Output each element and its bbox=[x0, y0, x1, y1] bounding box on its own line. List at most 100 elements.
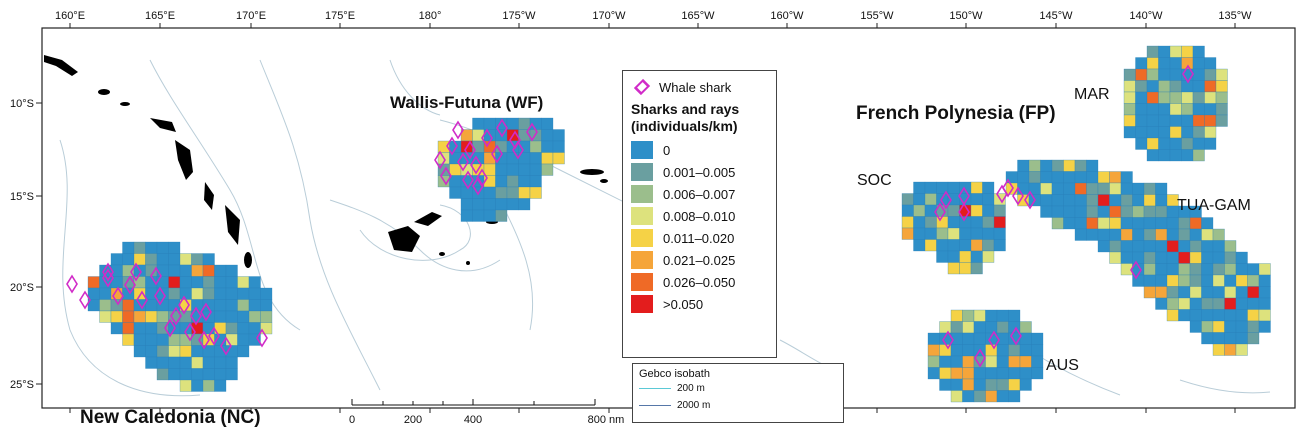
grid-cell bbox=[1224, 343, 1237, 356]
grid-cell bbox=[1063, 217, 1076, 230]
grid-cell bbox=[495, 163, 508, 176]
grid-cell bbox=[1166, 309, 1179, 322]
legend-class-6: 0.026–0.050 bbox=[631, 271, 768, 293]
grid-cell bbox=[179, 368, 192, 381]
whale-shark-marker bbox=[476, 168, 488, 188]
grid-cell bbox=[1031, 332, 1044, 345]
grid-cell bbox=[1123, 80, 1136, 93]
grid-cell bbox=[1212, 274, 1225, 287]
grid-cell bbox=[1051, 205, 1064, 218]
grid-cell bbox=[1135, 126, 1148, 139]
grid-cell bbox=[168, 264, 181, 277]
grid-cell bbox=[168, 253, 181, 266]
isobath-legend: Gebco isobath 200 m 2000 m bbox=[632, 363, 844, 423]
grid-cell bbox=[1155, 240, 1168, 253]
grid-cell bbox=[225, 287, 238, 300]
grid-cell bbox=[1008, 332, 1021, 345]
grid-cell bbox=[1040, 205, 1053, 218]
grid-cell bbox=[1155, 251, 1168, 264]
grid-cell bbox=[982, 181, 995, 194]
grid-cell bbox=[145, 310, 158, 323]
grid-cell bbox=[145, 299, 158, 312]
grid-cell bbox=[947, 216, 960, 229]
grid-cell bbox=[913, 239, 926, 252]
grid-cell bbox=[1189, 297, 1202, 310]
grid-cell bbox=[1224, 332, 1237, 345]
grid-cell bbox=[472, 198, 485, 211]
grid-cell bbox=[1201, 217, 1214, 230]
grid-cell bbox=[1155, 182, 1168, 195]
grid-cell bbox=[1155, 274, 1168, 287]
grid-cell bbox=[225, 368, 238, 381]
whale-shark-marker bbox=[942, 330, 954, 350]
grid-cell bbox=[260, 310, 273, 323]
grid-cell bbox=[191, 287, 204, 300]
legend-class-label-3: 0.008–0.010 bbox=[663, 208, 736, 224]
grid-cell bbox=[901, 193, 914, 206]
lat-tick-label: 25°S bbox=[10, 379, 34, 391]
grid-cell bbox=[1169, 57, 1182, 70]
grid-cell bbox=[985, 321, 998, 334]
grid-cell bbox=[1247, 309, 1260, 322]
grid-cell bbox=[1120, 217, 1133, 230]
grid-cell bbox=[985, 378, 998, 391]
grid-cell bbox=[1135, 80, 1148, 93]
grid-cell bbox=[993, 239, 1006, 252]
grid-cell bbox=[168, 276, 181, 289]
whale-shark-marker bbox=[462, 170, 474, 190]
subregion-label-mar: MAR bbox=[1074, 86, 1110, 103]
whale-shark-marker bbox=[958, 202, 970, 222]
grid-cell bbox=[1204, 137, 1217, 150]
grid-cell bbox=[1097, 240, 1110, 253]
whale-shark-marker bbox=[1012, 186, 1024, 206]
legend-class-label-7: >0.050 bbox=[663, 296, 704, 312]
grid-cell bbox=[1074, 194, 1087, 207]
grid-cell bbox=[1189, 217, 1202, 230]
grid-cell bbox=[1169, 103, 1182, 116]
whale-shark-marker bbox=[102, 262, 114, 282]
grid-cell bbox=[156, 368, 169, 381]
grid-cell bbox=[993, 227, 1006, 240]
grid-cell bbox=[1040, 171, 1053, 184]
grid-cell bbox=[133, 322, 146, 335]
whale-shark-marker bbox=[1010, 326, 1022, 346]
grid-cell bbox=[518, 163, 531, 176]
grid-cell bbox=[1215, 80, 1228, 93]
grid-cell bbox=[996, 367, 1009, 380]
grid-cell bbox=[214, 379, 227, 392]
grid-cell bbox=[1178, 251, 1191, 264]
grid-cell bbox=[87, 287, 100, 300]
grid-cell bbox=[950, 355, 963, 368]
grid-cell bbox=[214, 264, 227, 277]
grid-cell bbox=[1212, 286, 1225, 299]
grid-cell bbox=[962, 344, 975, 357]
grid-cell bbox=[947, 204, 960, 217]
lon-tick-label: 160°W bbox=[770, 10, 804, 22]
grid-cell bbox=[1143, 217, 1156, 230]
grid-cell bbox=[191, 379, 204, 392]
scale-label-800: 800 nm bbox=[588, 414, 625, 426]
lon-tick-label: 170°W bbox=[592, 10, 626, 22]
grid-cell bbox=[1008, 390, 1021, 403]
grid-cell bbox=[214, 368, 227, 381]
grid-cell bbox=[552, 140, 565, 153]
grid-cell bbox=[1086, 182, 1099, 195]
grid-cell bbox=[1120, 228, 1133, 241]
grid-cell bbox=[1017, 159, 1030, 172]
grid-cell bbox=[225, 299, 238, 312]
grid-cell bbox=[179, 345, 192, 358]
grid-cell bbox=[1123, 68, 1136, 81]
grid-cell bbox=[947, 239, 960, 252]
grid-cell bbox=[982, 250, 995, 263]
grid-cell bbox=[99, 310, 112, 323]
grid-cell bbox=[122, 276, 135, 289]
grid-cell bbox=[970, 227, 983, 240]
grid-cell bbox=[996, 321, 1009, 334]
grid-cell bbox=[1181, 137, 1194, 150]
grid-cell bbox=[1132, 194, 1145, 207]
legend-class-3: 0.008–0.010 bbox=[631, 205, 768, 227]
grid-cell bbox=[962, 355, 975, 368]
grid-cell bbox=[1109, 251, 1122, 264]
legend-class-label-1: 0.001–0.005 bbox=[663, 164, 736, 180]
isobath-200-label: 200 m bbox=[677, 383, 705, 394]
